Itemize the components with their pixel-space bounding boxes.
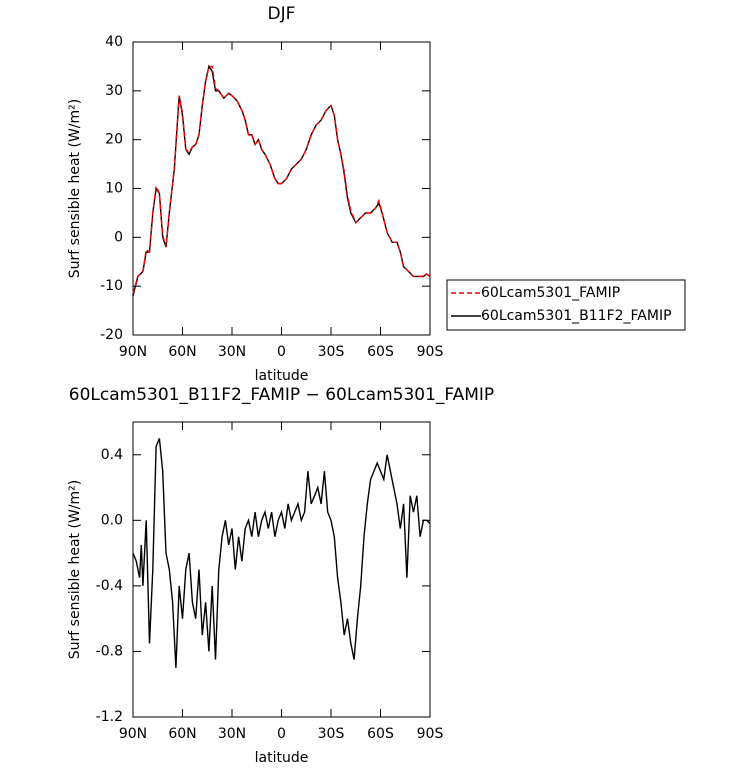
data-line (132, 65, 431, 294)
chart-title: 60Lcam5301_B11F2_FAMIP − 60Lcam5301_FAMI… (69, 385, 494, 405)
y-tick-label: 0 (114, 229, 123, 245)
x-tick-label: 90S (417, 726, 444, 742)
x-tick-label: 60N (168, 726, 196, 742)
y-tick-label: -20 (100, 327, 123, 343)
x-tick-label: 30S (318, 344, 345, 360)
y-tick-label: 20 (105, 132, 123, 148)
plot-frame (132, 421, 431, 718)
x-axis-label: latitude (255, 750, 309, 766)
x-tick-label: 60N (168, 344, 196, 360)
y-tick-label: -1.2 (96, 709, 123, 725)
x-tick-label: 60S (367, 344, 394, 360)
x-tick-label: 90N (119, 726, 147, 742)
y-axis-label: Surf sensible heat (W/m²) (67, 99, 83, 278)
data-line (132, 438, 431, 668)
x-tick-label: 90N (119, 344, 147, 360)
x-tick-label: 30N (218, 344, 246, 360)
x-tick-label: 0 (277, 344, 286, 360)
y-tick-label: 40 (105, 34, 123, 50)
y-tick-label: 0.4 (101, 447, 123, 463)
y-tick-label: 10 (105, 181, 123, 197)
legend-label: 60Lcam5301_B11F2_FAMIP (481, 308, 672, 324)
chart-title: DJF (268, 4, 296, 24)
x-tick-label: 30N (218, 726, 246, 742)
x-tick-label: 90S (417, 344, 444, 360)
x-tick-label: 0 (277, 726, 286, 742)
x-tick-label: 30S (318, 726, 345, 742)
y-tick-label: -0.8 (96, 643, 123, 659)
plot-frame (132, 41, 431, 336)
y-tick-label: 0.0 (101, 512, 123, 528)
legend-box (446, 279, 686, 331)
x-axis-label: latitude (255, 368, 309, 384)
y-tick-label: -0.4 (96, 578, 123, 594)
y-tick-label: 30 (105, 83, 123, 99)
y-tick-label: -10 (100, 278, 123, 294)
y-axis-label: Surf sensible heat (W/m²) (67, 480, 83, 659)
x-tick-label: 60S (367, 726, 394, 742)
data-line (132, 64, 431, 297)
legend-label: 60Lcam5301_FAMIP (481, 285, 620, 301)
